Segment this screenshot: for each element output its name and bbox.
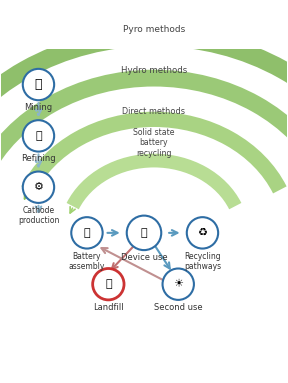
Text: Device use: Device use <box>121 253 167 262</box>
Circle shape <box>127 216 161 250</box>
Text: Recycling
pathways: Recycling pathways <box>184 252 221 272</box>
Text: 🚗: 🚗 <box>141 228 147 238</box>
Text: ⚙: ⚙ <box>33 182 43 192</box>
Text: Pyro methods: Pyro methods <box>123 25 185 34</box>
Circle shape <box>23 69 54 100</box>
Text: Cathode
production: Cathode production <box>18 206 59 225</box>
Circle shape <box>93 268 124 300</box>
Circle shape <box>23 120 54 152</box>
Text: 🏭: 🏭 <box>35 131 42 141</box>
Text: Mining: Mining <box>24 103 52 112</box>
Text: ⛏: ⛏ <box>35 78 42 91</box>
Text: Second use: Second use <box>154 303 202 312</box>
Text: ♻: ♻ <box>198 228 207 238</box>
Circle shape <box>162 268 194 300</box>
Text: Battery
assembly: Battery assembly <box>69 252 105 272</box>
Text: Hydro methods: Hydro methods <box>121 66 187 75</box>
Text: 🚜: 🚜 <box>105 279 112 289</box>
Text: Direct methods: Direct methods <box>122 108 185 116</box>
Circle shape <box>23 172 54 203</box>
Circle shape <box>71 217 103 249</box>
Text: 🔋: 🔋 <box>84 228 90 238</box>
Text: Landfill: Landfill <box>93 303 124 312</box>
Text: Solid state
battery
recycling: Solid state battery recycling <box>133 128 175 158</box>
Circle shape <box>187 217 218 249</box>
Text: Refining: Refining <box>21 154 56 164</box>
Text: ☀: ☀ <box>173 279 183 289</box>
